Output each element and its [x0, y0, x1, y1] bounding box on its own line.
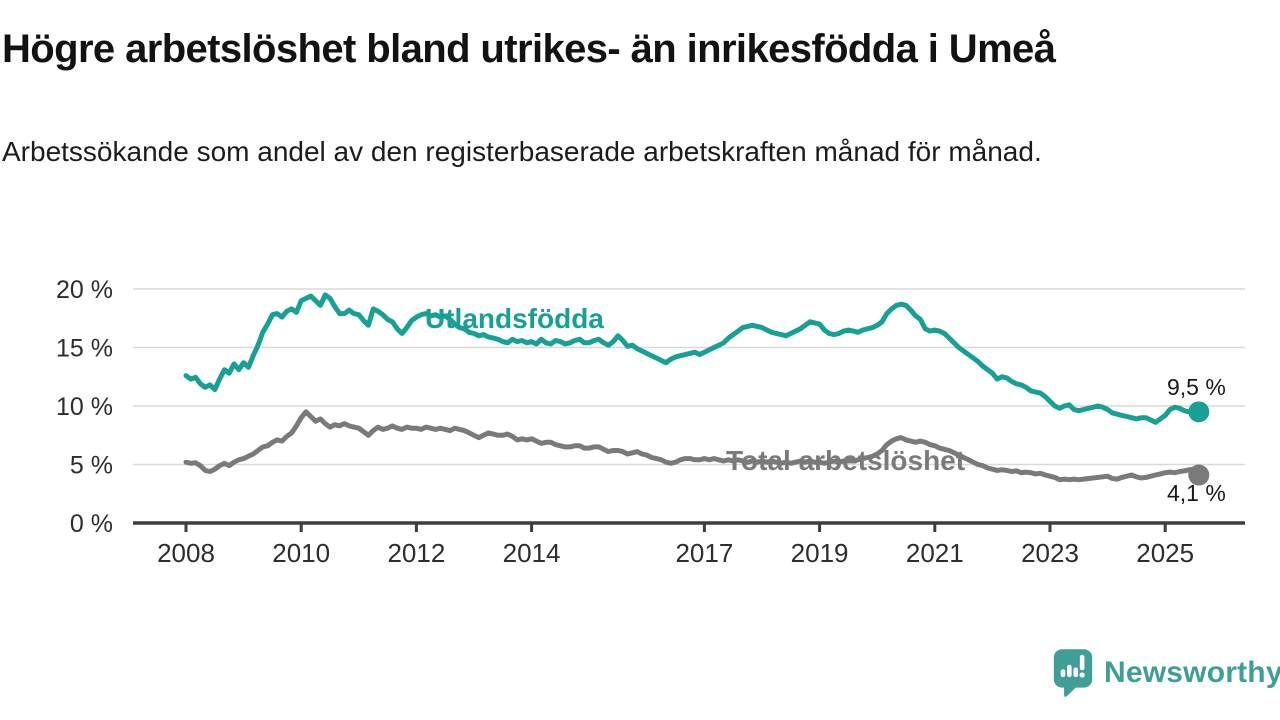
- svg-text:2010: 2010: [272, 538, 330, 568]
- svg-text:0 %: 0 %: [70, 510, 113, 538]
- newsworthy-logo-icon: [1053, 649, 1093, 697]
- series-label-utlandsfodda: Utlandsfödda: [425, 303, 604, 334]
- newsworthy-logo-text: Newsworthy: [1104, 656, 1280, 689]
- chart-subtitle: Arbetssökande som andel av den registerb…: [2, 136, 1042, 167]
- svg-text:2017: 2017: [675, 538, 733, 568]
- series-label-total-arbetsloshet: Total arbetslöshet: [726, 445, 966, 476]
- svg-text:15 %: 15 %: [56, 335, 113, 363]
- end-value-total: 4,1 %: [1167, 480, 1226, 506]
- svg-text:20 %: 20 %: [56, 276, 113, 304]
- svg-text:2014: 2014: [503, 538, 561, 568]
- svg-text:2012: 2012: [387, 538, 445, 568]
- newsworthy-logo: Newsworthy: [1052, 647, 1280, 699]
- svg-text:2025: 2025: [1136, 538, 1194, 568]
- end-value-utlandsfodda: 9,5 %: [1167, 374, 1226, 400]
- svg-text:10 %: 10 %: [56, 393, 113, 421]
- svg-text:2008: 2008: [157, 538, 215, 568]
- svg-text:2019: 2019: [791, 538, 849, 568]
- svg-text:2021: 2021: [906, 538, 964, 568]
- page-title: Högre arbetslöshet bland utrikes- än inr…: [2, 27, 1056, 71]
- svg-text:5 %: 5 %: [70, 452, 113, 480]
- svg-text:2023: 2023: [1021, 538, 1079, 568]
